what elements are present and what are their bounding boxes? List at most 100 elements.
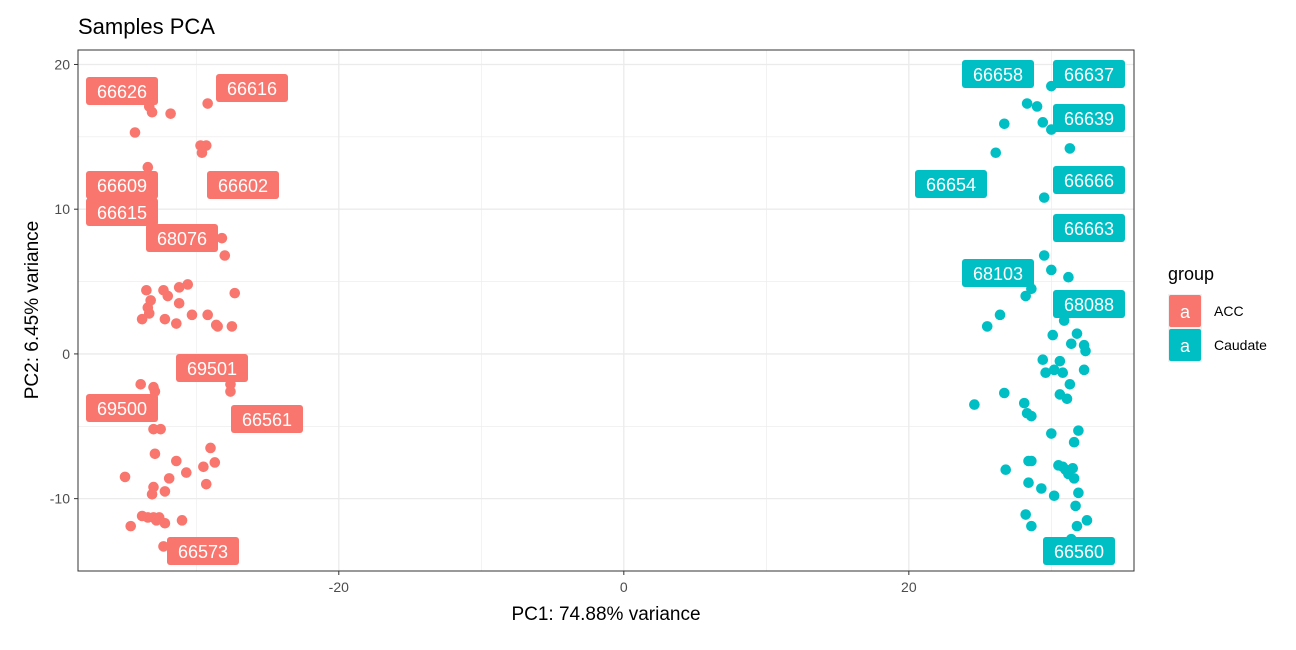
point-label-box <box>216 74 288 102</box>
point-label-text: 66626 <box>97 82 147 102</box>
point-label: 68076 <box>146 224 218 252</box>
data-point-caudate <box>1023 477 1034 489</box>
point-label: 68103 <box>962 259 1034 287</box>
data-point-acc <box>226 321 238 332</box>
data-point-acc <box>129 127 141 138</box>
data-point-caudate <box>1073 425 1084 436</box>
point-label: 66639 <box>1053 104 1125 132</box>
legend-label: Caudate <box>1214 337 1267 353</box>
data-point-acc <box>202 309 213 321</box>
data-point-caudate <box>1046 428 1057 439</box>
point-label-text: 66639 <box>1064 109 1114 129</box>
data-point-caudate <box>1070 500 1081 512</box>
legend-key-glyph: a <box>1180 336 1191 356</box>
point-label: 66666 <box>1053 166 1125 194</box>
point-label-box <box>207 171 279 199</box>
point-label: 66560 <box>1043 537 1115 565</box>
legend-item-acc: a ACC <box>1168 294 1244 328</box>
point-label-box <box>1053 290 1125 318</box>
point-label-text: 66654 <box>926 175 976 195</box>
data-point-acc <box>202 98 213 109</box>
point-label-box <box>915 170 987 198</box>
point-label-text: 69500 <box>97 399 147 419</box>
point-label-text: 66663 <box>1064 219 1114 239</box>
data-point-acc <box>171 318 182 329</box>
point-label-text: 66616 <box>227 79 277 99</box>
data-point-acc <box>196 147 208 159</box>
data-point-caudate <box>1061 393 1073 405</box>
data-point-acc <box>171 455 182 467</box>
point-label-box <box>1043 537 1115 565</box>
legend-title: group <box>1168 264 1214 284</box>
y-tick-label: 0 <box>62 346 70 362</box>
point-label-box <box>86 198 158 226</box>
point-label-text: 66560 <box>1054 542 1104 562</box>
data-point-acc <box>141 284 152 296</box>
data-point-acc <box>186 309 198 321</box>
data-point-caudate <box>1040 367 1051 379</box>
data-point-acc <box>162 290 174 302</box>
point-label-box <box>1053 166 1125 194</box>
point-label-box <box>86 171 158 199</box>
point-label-text: 66615 <box>97 203 147 223</box>
legend-key-glyph: a <box>1180 302 1191 322</box>
data-point-caudate <box>1080 345 1091 357</box>
data-point-acc <box>181 467 192 478</box>
data-point-caudate <box>1038 250 1050 261</box>
point-label-text: 66637 <box>1064 65 1114 85</box>
point-label: 66637 <box>1053 60 1125 88</box>
data-point-caudate <box>1020 509 1031 520</box>
data-point-acc <box>136 313 148 325</box>
plot-panel <box>78 50 1134 571</box>
data-point-caudate <box>1054 355 1066 367</box>
data-point-acc <box>198 461 209 473</box>
point-label: 66658 <box>962 60 1034 88</box>
data-point-caudate <box>1048 364 1060 376</box>
chart-title: Samples PCA <box>78 14 215 39</box>
data-point-caudate <box>1071 520 1083 532</box>
data-point-caudate <box>1037 117 1049 128</box>
point-label-box <box>1053 214 1125 242</box>
legend-key-swatch <box>1169 329 1201 361</box>
point-label-box <box>962 259 1034 287</box>
data-point-caudate <box>969 399 980 410</box>
data-point-caudate <box>1031 101 1043 112</box>
data-point-acc <box>173 297 185 309</box>
point-label-box <box>231 405 303 433</box>
data-point-acc <box>135 379 147 390</box>
data-point-caudate <box>1026 410 1037 422</box>
x-tick-label: 0 <box>620 579 628 595</box>
data-point-caudate <box>1018 397 1030 409</box>
point-label: 69501 <box>176 354 248 382</box>
data-point-acc <box>229 287 241 299</box>
point-label: 69500 <box>86 394 158 422</box>
x-tick-label: -20 <box>329 579 349 595</box>
data-point-acc <box>163 473 175 484</box>
legend: group a ACC a Caudate <box>1168 264 1267 362</box>
data-point-acc <box>142 161 154 173</box>
point-label: 66609 <box>86 171 158 199</box>
point-label: 66663 <box>1053 214 1125 242</box>
data-point-caudate <box>1068 473 1080 484</box>
data-point-acc <box>205 442 216 454</box>
data-point-caudate <box>1036 483 1047 494</box>
data-point-acc <box>209 457 221 468</box>
data-point-caudate <box>1000 464 1012 475</box>
data-point-caudate <box>1063 271 1074 283</box>
point-label-text: 66573 <box>178 542 228 562</box>
y-tick-label: 10 <box>54 201 70 217</box>
y-tick-label: -10 <box>50 491 70 507</box>
data-point-caudate <box>1020 290 1031 302</box>
point-label: 66615 <box>86 198 158 226</box>
data-point-caudate <box>1046 264 1057 276</box>
point-label-box <box>86 77 158 105</box>
data-point-caudate <box>1037 354 1049 366</box>
point-label-box <box>1053 104 1125 132</box>
point-label-text: 69501 <box>187 359 237 379</box>
y-axis-title: PC2: 6.45% variance <box>22 221 43 400</box>
data-point-acc <box>159 313 171 325</box>
point-label: 66602 <box>207 171 279 199</box>
data-point-acc <box>119 471 131 483</box>
data-point-caudate <box>1073 487 1084 499</box>
data-point-acc <box>219 250 231 261</box>
